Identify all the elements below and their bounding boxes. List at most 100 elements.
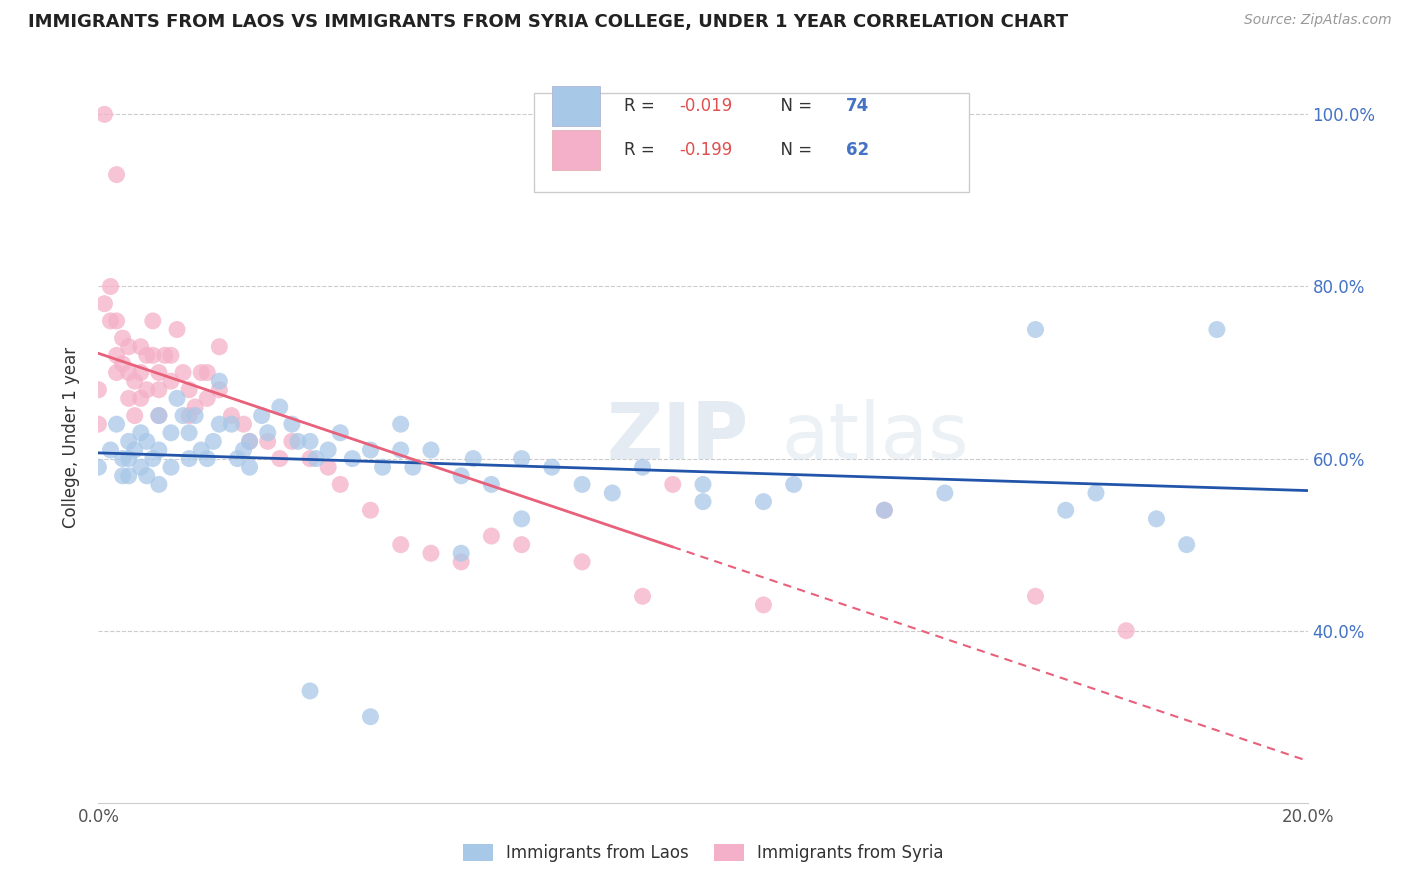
Text: IMMIGRANTS FROM LAOS VS IMMIGRANTS FROM SYRIA COLLEGE, UNDER 1 YEAR CORRELATION : IMMIGRANTS FROM LAOS VS IMMIGRANTS FROM …: [28, 13, 1069, 31]
Text: atlas: atlas: [782, 399, 969, 475]
Point: [256, 434, 278, 449]
Point: [142, 451, 165, 466]
Point: [402, 460, 425, 475]
Legend: Immigrants from Laos, Immigrants from Syria: Immigrants from Laos, Immigrants from Sy…: [456, 837, 950, 869]
Point: [148, 409, 170, 423]
Point: [148, 477, 170, 491]
Point: [105, 417, 128, 432]
Point: [450, 546, 472, 560]
Text: R =: R =: [624, 97, 661, 115]
FancyBboxPatch shape: [534, 94, 969, 192]
Text: R =: R =: [624, 141, 661, 160]
Point: [631, 589, 654, 603]
Point: [281, 417, 304, 432]
Point: [232, 417, 254, 432]
Point: [1175, 538, 1198, 552]
Point: [571, 555, 593, 569]
Point: [299, 434, 322, 449]
Point: [281, 434, 304, 449]
Point: [111, 357, 134, 371]
Point: [142, 314, 165, 328]
Point: [934, 486, 956, 500]
Point: [118, 451, 141, 466]
Point: [342, 451, 364, 466]
Point: [166, 392, 188, 406]
Point: [179, 425, 201, 440]
Point: [1115, 624, 1137, 638]
Point: [100, 314, 122, 328]
Point: [510, 538, 533, 552]
Point: [129, 392, 152, 406]
Point: [463, 451, 485, 466]
Text: -0.019: -0.019: [679, 97, 733, 115]
Point: [316, 460, 339, 475]
Point: [100, 279, 122, 293]
Bar: [551, 130, 600, 170]
Point: [148, 409, 170, 423]
Point: [269, 400, 291, 414]
Point: [135, 383, 157, 397]
Point: [142, 348, 165, 362]
Point: [179, 383, 201, 397]
Point: [239, 434, 262, 449]
Point: [111, 468, 134, 483]
Point: [135, 348, 157, 362]
Point: [190, 442, 212, 457]
Point: [420, 442, 443, 457]
Point: [1024, 589, 1046, 603]
Point: [752, 598, 775, 612]
Point: [239, 434, 262, 449]
Point: [1024, 322, 1046, 336]
Point: [129, 366, 152, 380]
Point: [256, 425, 278, 440]
Point: [160, 348, 183, 362]
Point: [148, 383, 170, 397]
Point: [179, 409, 201, 423]
Point: [93, 296, 115, 310]
Point: [208, 383, 231, 397]
Point: [118, 340, 141, 354]
Point: [202, 434, 225, 449]
Point: [299, 451, 322, 466]
Point: [226, 451, 249, 466]
Point: [124, 442, 146, 457]
Point: [329, 477, 352, 491]
Text: 62: 62: [845, 141, 869, 160]
Point: [389, 442, 412, 457]
Point: [190, 366, 212, 380]
Point: [135, 434, 157, 449]
Point: [1144, 512, 1167, 526]
Point: [571, 477, 593, 491]
Text: 74: 74: [845, 97, 869, 115]
Point: [269, 451, 291, 466]
Point: [360, 710, 382, 724]
Point: [232, 442, 254, 457]
Point: [389, 538, 412, 552]
Point: [195, 392, 218, 406]
Point: [305, 451, 328, 466]
Text: N =: N =: [769, 97, 817, 115]
Point: [540, 460, 562, 475]
Point: [783, 477, 806, 491]
Text: -0.199: -0.199: [679, 141, 733, 160]
Point: [873, 503, 896, 517]
Point: [329, 425, 352, 440]
Text: Source: ZipAtlas.com: Source: ZipAtlas.com: [1244, 13, 1392, 28]
Point: [239, 460, 262, 475]
Point: [172, 409, 194, 423]
Point: [371, 460, 394, 475]
Point: [1054, 503, 1077, 517]
Point: [87, 417, 110, 432]
Point: [360, 442, 382, 457]
Text: N =: N =: [769, 141, 817, 160]
Point: [105, 348, 128, 362]
Point: [602, 486, 624, 500]
Point: [184, 400, 207, 414]
Point: [124, 374, 146, 388]
Point: [450, 555, 472, 569]
Point: [87, 383, 110, 397]
Point: [221, 417, 243, 432]
Bar: [551, 86, 600, 127]
Point: [752, 494, 775, 508]
Point: [510, 512, 533, 526]
